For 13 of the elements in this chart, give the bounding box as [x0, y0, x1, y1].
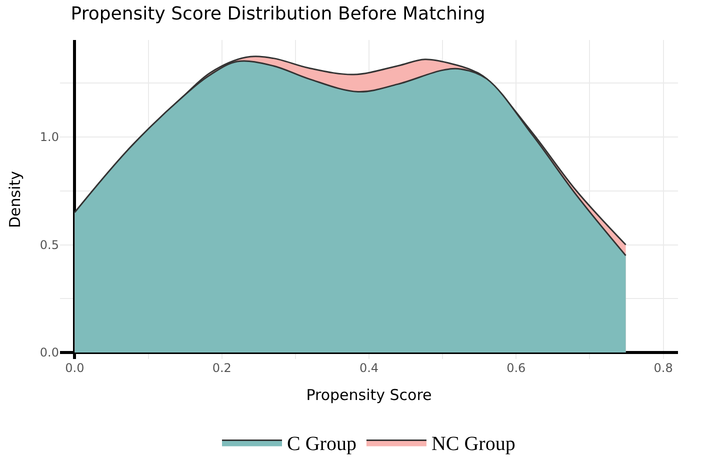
- x-tick-label: 0.6: [506, 361, 526, 375]
- x-tick-label: 0.0: [65, 361, 84, 375]
- y-tick-label: 1.0: [40, 130, 59, 144]
- y-tick-label: 0.5: [40, 238, 59, 252]
- x-tick-label: 0.4: [359, 361, 379, 375]
- legend-label: NC Group: [431, 433, 516, 456]
- x-axis-title: Propensity Score: [306, 386, 432, 404]
- y-tick-label: 0.0: [40, 346, 59, 360]
- legend-label: C Group: [287, 433, 356, 456]
- chart-title: Propensity Score Distribution Before Matching: [70, 4, 486, 25]
- x-tick-label: 0.2: [212, 361, 232, 375]
- x-tick-label: 0.8: [654, 361, 673, 375]
- y-axis-title: Density: [6, 170, 24, 228]
